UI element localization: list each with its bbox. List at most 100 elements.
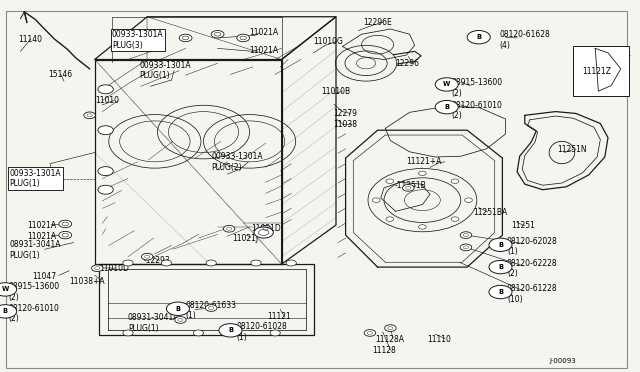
Text: 11010B: 11010B bbox=[321, 87, 351, 96]
Circle shape bbox=[254, 227, 273, 238]
Circle shape bbox=[223, 225, 235, 232]
Circle shape bbox=[161, 260, 172, 266]
Circle shape bbox=[364, 330, 376, 336]
Circle shape bbox=[123, 260, 133, 266]
Text: 11047: 11047 bbox=[32, 272, 56, 280]
Text: 11251BA: 11251BA bbox=[474, 208, 508, 217]
Text: 08120-61010
(2): 08120-61010 (2) bbox=[8, 304, 59, 323]
Circle shape bbox=[175, 317, 186, 323]
Text: W: W bbox=[443, 81, 451, 87]
Circle shape bbox=[489, 238, 512, 251]
Text: 08120-61633
(1): 08120-61633 (1) bbox=[186, 301, 237, 320]
Text: J·00093: J·00093 bbox=[549, 358, 576, 364]
Circle shape bbox=[179, 34, 192, 42]
Text: 11021A: 11021A bbox=[27, 232, 56, 241]
Text: B: B bbox=[444, 104, 449, 110]
Circle shape bbox=[123, 330, 133, 336]
Circle shape bbox=[372, 198, 380, 202]
Circle shape bbox=[386, 179, 394, 183]
Text: 11128: 11128 bbox=[372, 346, 396, 355]
Text: 11010: 11010 bbox=[95, 96, 119, 105]
Circle shape bbox=[193, 330, 204, 336]
Circle shape bbox=[435, 78, 458, 91]
Text: 08120-61010
(2): 08120-61010 (2) bbox=[451, 101, 502, 120]
Text: B: B bbox=[228, 327, 233, 333]
Circle shape bbox=[92, 265, 103, 272]
Circle shape bbox=[467, 31, 490, 44]
Circle shape bbox=[403, 185, 414, 191]
Text: 11121Z: 11121Z bbox=[582, 67, 611, 76]
Text: 12279: 12279 bbox=[333, 109, 357, 118]
Circle shape bbox=[286, 260, 296, 266]
Circle shape bbox=[435, 100, 458, 114]
Text: 08120-62228
(2): 08120-62228 (2) bbox=[507, 259, 557, 278]
Circle shape bbox=[0, 283, 17, 296]
Text: 11110: 11110 bbox=[428, 335, 451, 344]
Text: 11140: 11140 bbox=[18, 35, 42, 44]
Circle shape bbox=[260, 225, 271, 232]
Text: 15146: 15146 bbox=[48, 70, 72, 79]
Text: 11021A: 11021A bbox=[250, 46, 279, 55]
Text: 11021A: 11021A bbox=[250, 28, 279, 37]
Circle shape bbox=[465, 198, 472, 202]
Circle shape bbox=[219, 324, 242, 337]
Circle shape bbox=[386, 217, 394, 221]
Circle shape bbox=[59, 231, 72, 239]
Circle shape bbox=[489, 285, 512, 299]
Text: 11021J: 11021J bbox=[232, 234, 259, 243]
Circle shape bbox=[0, 305, 17, 318]
Text: 11251: 11251 bbox=[511, 221, 534, 230]
Circle shape bbox=[205, 305, 217, 311]
Text: 00933-1301A
PLUG(3): 00933-1301A PLUG(3) bbox=[112, 30, 164, 49]
Text: 11010D: 11010D bbox=[99, 264, 129, 273]
Text: B: B bbox=[476, 34, 481, 40]
Text: -12293: -12293 bbox=[144, 256, 171, 265]
Text: B: B bbox=[498, 264, 503, 270]
Circle shape bbox=[460, 232, 472, 238]
Circle shape bbox=[489, 260, 512, 274]
Text: 08915-13600
(2): 08915-13600 (2) bbox=[8, 282, 60, 302]
Circle shape bbox=[451, 217, 459, 221]
Text: 00933-1301A
PLUG(2): 00933-1301A PLUG(2) bbox=[211, 152, 263, 171]
Text: -11251B: -11251B bbox=[394, 182, 426, 190]
Circle shape bbox=[98, 167, 113, 176]
Circle shape bbox=[211, 31, 224, 38]
Text: W: W bbox=[1, 286, 9, 292]
Circle shape bbox=[166, 302, 189, 315]
Circle shape bbox=[98, 85, 113, 94]
Text: 11128A: 11128A bbox=[376, 335, 404, 344]
Text: B: B bbox=[3, 308, 8, 314]
Text: 08931-3041A
PLUG(1): 08931-3041A PLUG(1) bbox=[128, 313, 179, 333]
Circle shape bbox=[206, 260, 216, 266]
Circle shape bbox=[237, 34, 250, 42]
Text: 11038: 11038 bbox=[333, 120, 357, 129]
Circle shape bbox=[141, 253, 153, 260]
Text: B: B bbox=[498, 289, 503, 295]
Text: 12296E: 12296E bbox=[364, 18, 392, 27]
Text: B: B bbox=[175, 306, 180, 312]
Text: 08915-13600
(2): 08915-13600 (2) bbox=[451, 78, 502, 98]
Circle shape bbox=[419, 171, 426, 176]
Circle shape bbox=[98, 126, 113, 135]
Text: B: B bbox=[498, 242, 503, 248]
Text: 08120-61028
(1): 08120-61028 (1) bbox=[237, 322, 287, 341]
Circle shape bbox=[385, 325, 396, 331]
Circle shape bbox=[84, 112, 95, 119]
Bar bbox=[573, 46, 629, 96]
Circle shape bbox=[460, 244, 472, 251]
Circle shape bbox=[59, 220, 72, 228]
Text: 11021D: 11021D bbox=[251, 224, 280, 233]
Text: 11010G: 11010G bbox=[314, 37, 344, 46]
Circle shape bbox=[451, 179, 459, 183]
Text: 11021A: 11021A bbox=[27, 221, 56, 230]
Text: 08120-61628
(4): 08120-61628 (4) bbox=[499, 31, 550, 50]
Text: 11121+A: 11121+A bbox=[406, 157, 441, 166]
Text: 12296: 12296 bbox=[396, 59, 420, 68]
Text: 08931-3041A
PLUG(1): 08931-3041A PLUG(1) bbox=[10, 240, 61, 260]
Circle shape bbox=[419, 225, 426, 229]
Text: 11251N: 11251N bbox=[557, 145, 586, 154]
Text: 08120-62028
(1): 08120-62028 (1) bbox=[507, 237, 557, 256]
Text: 11038+A: 11038+A bbox=[69, 277, 105, 286]
Text: 00933-1301A
PLUG(1): 00933-1301A PLUG(1) bbox=[140, 61, 191, 80]
Text: 11121: 11121 bbox=[268, 312, 291, 321]
